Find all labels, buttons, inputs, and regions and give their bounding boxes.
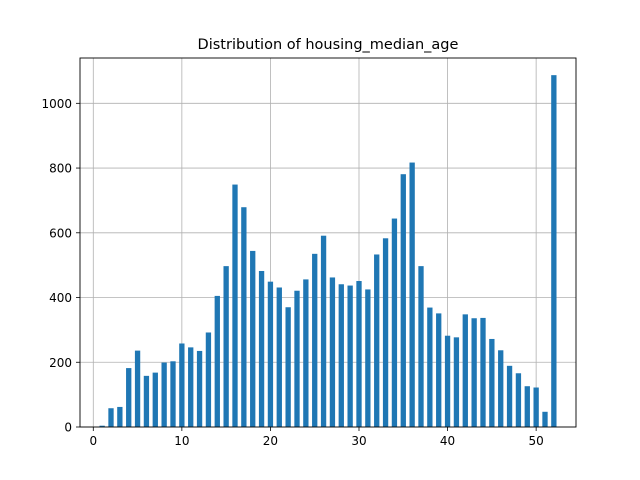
bar bbox=[524, 386, 530, 427]
bar bbox=[320, 235, 327, 427]
bar bbox=[143, 375, 150, 427]
bar bbox=[276, 287, 282, 427]
bar bbox=[498, 350, 504, 427]
bar bbox=[356, 281, 362, 427]
bar bbox=[471, 318, 477, 427]
bar bbox=[338, 284, 344, 427]
y-tick-label: 400 bbox=[49, 291, 72, 305]
bar bbox=[444, 335, 451, 427]
bar bbox=[533, 387, 539, 427]
bar bbox=[347, 285, 353, 427]
bar bbox=[418, 266, 424, 427]
bars-group bbox=[99, 75, 557, 428]
bar bbox=[312, 253, 318, 427]
bar bbox=[365, 289, 371, 427]
plot-frame bbox=[79, 57, 577, 428]
y-tick-label: 800 bbox=[49, 162, 72, 176]
bar bbox=[303, 279, 309, 427]
bar bbox=[436, 313, 442, 427]
x-tick-label: 0 bbox=[89, 434, 97, 448]
y-tick-label: 0 bbox=[64, 421, 72, 435]
bar bbox=[108, 408, 114, 427]
bar bbox=[99, 425, 105, 427]
bar bbox=[374, 254, 380, 427]
bar bbox=[480, 317, 486, 427]
bar bbox=[462, 314, 468, 427]
bar bbox=[542, 411, 548, 427]
bar bbox=[294, 290, 300, 427]
chart-title: Distribution of housing_median_age bbox=[198, 37, 459, 53]
bar bbox=[250, 250, 256, 427]
bar bbox=[223, 266, 229, 427]
bar bbox=[179, 343, 185, 427]
bar bbox=[453, 337, 460, 427]
bar bbox=[267, 281, 274, 427]
bar bbox=[427, 307, 433, 427]
x-tick-label: 40 bbox=[440, 434, 455, 448]
bar bbox=[161, 362, 167, 427]
bar bbox=[205, 332, 212, 427]
bar bbox=[329, 277, 336, 427]
bar bbox=[489, 338, 495, 427]
bar bbox=[515, 373, 522, 427]
bar bbox=[382, 238, 389, 427]
bar bbox=[126, 368, 132, 427]
x-axis: 0 10 20 30 40 50 bbox=[89, 427, 544, 448]
bar bbox=[232, 184, 238, 427]
bar bbox=[391, 218, 398, 427]
bar bbox=[214, 295, 220, 427]
bar bbox=[170, 361, 176, 427]
x-tick-label: 30 bbox=[351, 434, 366, 448]
bar bbox=[400, 174, 406, 427]
x-tick-label: 10 bbox=[174, 434, 189, 448]
bar bbox=[196, 350, 203, 427]
bar bbox=[409, 162, 415, 428]
bar bbox=[241, 207, 247, 427]
y-tick-label: 1000 bbox=[41, 97, 72, 111]
bar bbox=[188, 347, 194, 427]
x-tick-label: 50 bbox=[529, 434, 544, 448]
bar bbox=[506, 365, 513, 427]
bar bbox=[258, 270, 265, 427]
bar bbox=[134, 350, 141, 427]
bar bbox=[117, 406, 123, 427]
y-tick-label: 200 bbox=[49, 356, 72, 370]
bar bbox=[551, 75, 557, 427]
y-tick-label: 600 bbox=[49, 226, 72, 240]
x-tick-label: 20 bbox=[263, 434, 278, 448]
y-axis: 0 200 400 600 800 1000 bbox=[41, 97, 80, 435]
bar bbox=[152, 372, 158, 427]
bar bbox=[285, 307, 291, 427]
